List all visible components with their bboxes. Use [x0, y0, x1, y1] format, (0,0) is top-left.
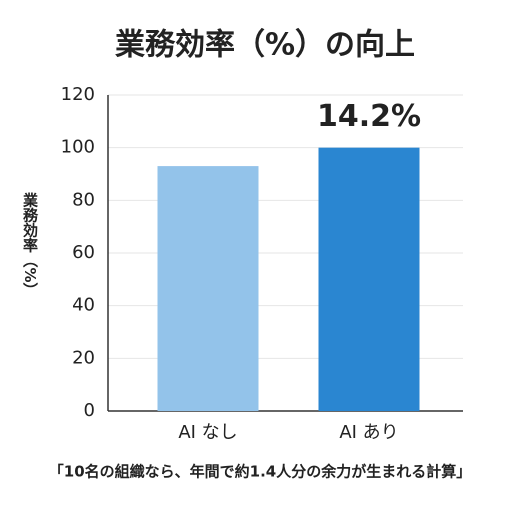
x-tick-label: AI なし [178, 422, 237, 443]
chart-title: 業務効率（%）の向上 [115, 28, 415, 63]
y-tick-label: 0 [84, 400, 95, 421]
x-tick-label: AI あり [339, 422, 398, 443]
y-tick-label: 20 [72, 347, 95, 368]
y-tick-label: 100 [61, 137, 95, 158]
y-tick-label: 120 [61, 84, 95, 105]
bar [157, 166, 259, 411]
annotation: 14.2% [317, 99, 421, 134]
y-tick-label: 60 [72, 242, 95, 263]
footnote: 「10名の組織なら、年間で約1.4人分の余力が生まれる計算」 [49, 463, 471, 481]
bar [318, 147, 420, 411]
y-tick-label: 80 [72, 189, 95, 210]
y-tick-label: 40 [72, 295, 95, 316]
y-axis-label: 業務効率（%） [21, 192, 39, 298]
